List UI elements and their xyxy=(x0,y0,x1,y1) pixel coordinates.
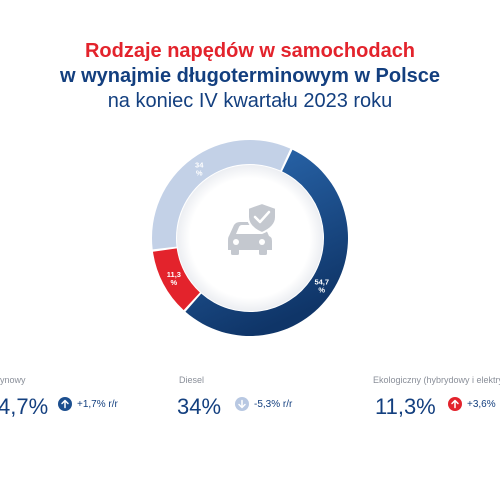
stat-change: -5,3% r/r xyxy=(254,399,293,410)
slice-label-ekologiczny: 11,3% xyxy=(167,270,181,287)
donut-slice-benzyna xyxy=(185,149,349,337)
slice-label-benzyna: 54,7% xyxy=(314,277,329,294)
arrow-up-icon xyxy=(58,397,72,411)
title-line-3: na koniec IV kwartału 2023 roku xyxy=(107,90,393,112)
car-shield-icon xyxy=(228,201,277,255)
stat-value: 11,3% xyxy=(375,394,436,419)
stat-name: Ekologiczny (hybrydowy i elektryc xyxy=(373,375,500,385)
donut-slice-ekologiczny xyxy=(152,248,200,311)
title-line-2: w wynajmie długoterminowym w Polsce xyxy=(59,65,441,87)
stat-change: +1,7% r/r xyxy=(77,399,118,410)
stat-value: 4,7% xyxy=(0,394,49,419)
stat-name: Diesel xyxy=(179,375,205,385)
stat-change: +3,6% xyxy=(467,399,496,410)
arrow-up-icon xyxy=(448,397,462,411)
donut-slice-diesel xyxy=(152,140,291,250)
stat-value: 34% xyxy=(177,394,222,419)
arrow-down-icon xyxy=(235,397,249,411)
stat-name: ynowy xyxy=(0,375,26,385)
donut-slices: 54,7 % 11,3 % 34% xyxy=(152,140,349,337)
slice-label-diesel: 34% xyxy=(195,161,204,178)
title-line-1: Rodzaje napędów w samochodach xyxy=(84,40,416,62)
